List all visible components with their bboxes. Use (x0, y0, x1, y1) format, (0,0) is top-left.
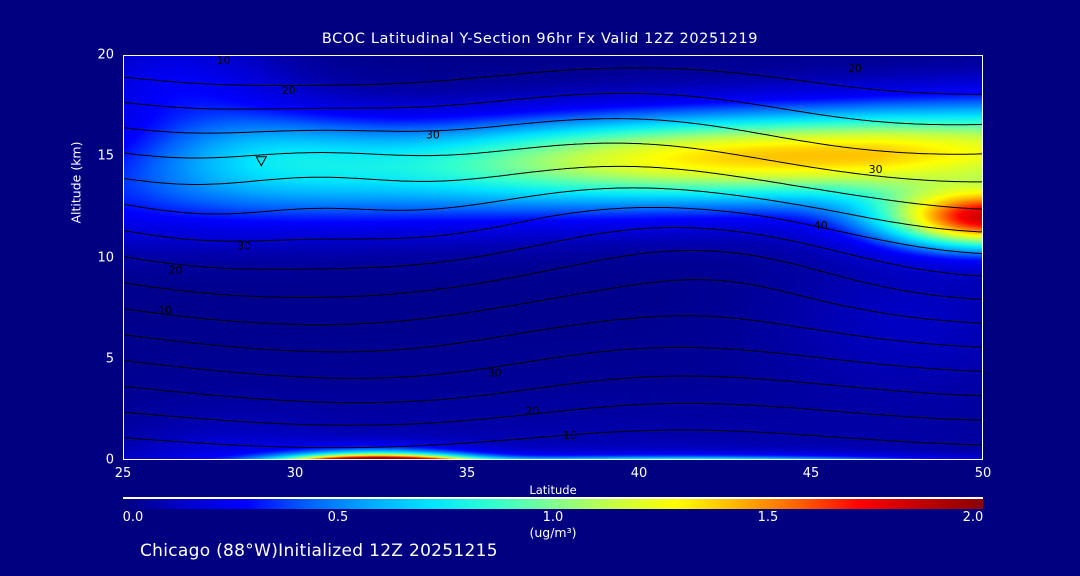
plot-area: 10 20 30 30 20 30 20 10 40 30 20 10 (123, 55, 983, 460)
contour-line (124, 346, 982, 379)
x-tick-label: 35 (458, 466, 476, 481)
x-tick-label: 30 (286, 466, 304, 481)
x-axis-label: Latitude (529, 483, 577, 497)
x-tick-label: 45 (802, 466, 820, 481)
contour-line (124, 142, 982, 183)
y-tick-label: 15 (97, 148, 114, 164)
contour-line (124, 92, 982, 126)
contour-line (124, 187, 982, 233)
contour-label: 30 (237, 239, 251, 252)
contour-label: 20 (282, 84, 296, 97)
contour-label: 10 (563, 429, 577, 442)
contour-line (124, 375, 982, 404)
contour-line (124, 315, 982, 353)
contour-line (124, 250, 982, 300)
contour-line (124, 206, 982, 255)
y-tick-label: 10 (97, 250, 114, 265)
y-tick-label: 0 (105, 452, 114, 468)
colorbar-tick-label: 0.5 (327, 510, 349, 525)
contour-line (124, 165, 982, 210)
contour-label: 30 (869, 163, 883, 176)
contour-label: 30 (426, 129, 440, 142)
contour-label: 30 (488, 366, 502, 379)
contour-label: 40 (814, 219, 828, 232)
y-tick-label: 5 (105, 351, 114, 367)
colorbar-tick-label: 1.0 (542, 510, 564, 525)
colorbar-unit-label: (ug/m³) (529, 525, 577, 540)
x-tick-label: 50 (974, 466, 992, 481)
y-axis-label: Altitude (km) (68, 141, 84, 224)
y-axis-ticks: 0 5 10 15 20 (80, 48, 114, 468)
contour-line (124, 67, 982, 95)
colorbar-tick-label: 2.0 (962, 510, 984, 525)
colorbar-ticks: 0.0 0.5 1.0 1.5 2.0 (122, 510, 984, 528)
contour-label: 20 (848, 62, 862, 75)
contour-label: 10 (217, 56, 231, 67)
concentration-field (124, 56, 982, 459)
contour-line (124, 429, 982, 449)
colorbar-tick-label: 1.5 (757, 510, 779, 525)
contour-label: 10 (158, 304, 172, 317)
x-axis-ticks: 25 30 35 40 45 50 (115, 466, 992, 486)
contour-label: 20 (525, 405, 539, 418)
contour-line (124, 279, 982, 326)
contour-line (124, 118, 982, 155)
colorbar-tick-label: 0.0 (122, 510, 144, 525)
y-tick-label: 20 (97, 47, 114, 63)
colorbar (123, 497, 983, 509)
station-marker-icon (255, 156, 268, 167)
page-title: BCOC Latitudinal Y-Section 96hr Fx Valid… (321, 31, 759, 47)
contour-line (124, 402, 982, 426)
initialization-label: Chicago (88°W)Initialized 12Z 20251215 (140, 541, 498, 561)
x-tick-label: 40 (630, 466, 648, 481)
contour-overlay: 10 20 30 30 20 30 20 10 40 30 20 10 (124, 56, 982, 449)
contour-label: 20 (169, 264, 183, 277)
contour-line (124, 227, 982, 277)
x-tick-label: 25 (114, 466, 132, 481)
